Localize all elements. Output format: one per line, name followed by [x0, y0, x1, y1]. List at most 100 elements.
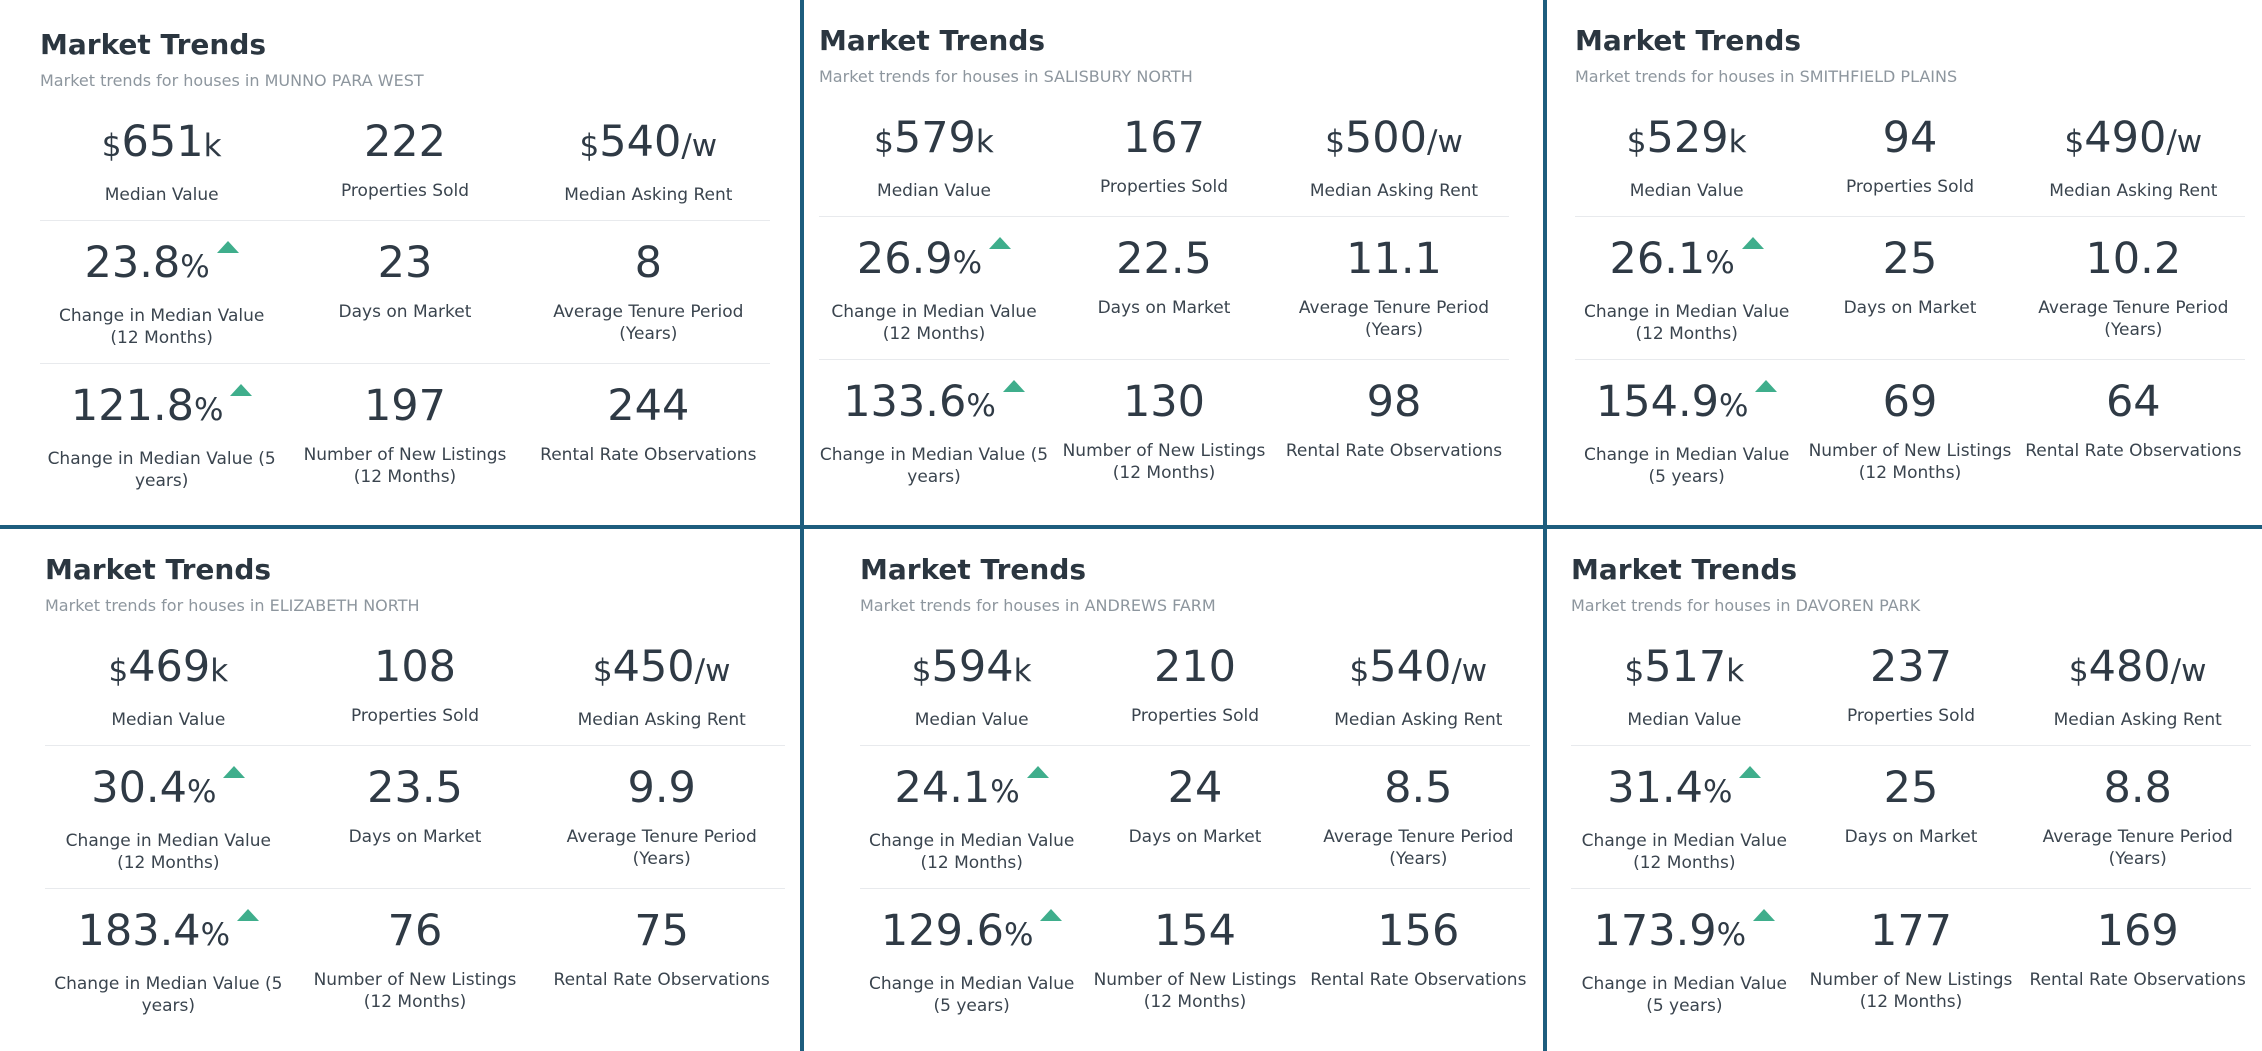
- stat-value: 540: [599, 117, 682, 167]
- stats-row: 26.9% Change in Median Value (12 Months)…: [819, 216, 1509, 359]
- stat-rental-observations: 156 Rental Rate Observations: [1307, 905, 1530, 1017]
- panel-title: Market Trends: [40, 28, 267, 61]
- stat-unit: /w: [1427, 124, 1463, 160]
- market-trends-panel-davoren-park: Market Trends Market trends for houses i…: [1547, 529, 2262, 1051]
- stat-properties-sold: 210 Properties Sold: [1083, 641, 1306, 731]
- stat-label: Number of New Listings (12 Months): [1062, 441, 1266, 483]
- stat-value: 594: [931, 642, 1014, 692]
- stat-days-on-market: 25 Days on Market: [1798, 233, 2021, 345]
- currency-symbol: $: [2068, 653, 2089, 689]
- stat-value: 24.1: [894, 763, 991, 813]
- stat-change-12-months: 24.1% Change in Median Value (12 Months): [860, 762, 1083, 874]
- stat-label: Median Asking Rent: [2049, 181, 2218, 201]
- stat-label: Number of New Listings (12 Months): [313, 970, 517, 1012]
- stat-value: 10.2: [2085, 234, 2182, 284]
- stat-change-12-months: 26.9% Change in Median Value (12 Months): [819, 233, 1049, 345]
- stat-label: Median Value: [914, 710, 1029, 730]
- panel-title: Market Trends: [1575, 24, 1802, 57]
- currency-symbol: $: [108, 653, 129, 689]
- panel-title: Market Trends: [45, 553, 272, 586]
- stat-value: 130: [1122, 377, 1206, 427]
- stat-unit: /w: [2166, 124, 2203, 160]
- stat-label: Change in Median Value (12 Months): [59, 306, 265, 348]
- stat-properties-sold: 108 Properties Sold: [292, 641, 539, 731]
- stat-label: Median Value: [111, 710, 226, 730]
- stats-row: $517k Median Value 237 Properties Sold $…: [1571, 641, 2251, 745]
- stat-value: 450: [612, 642, 695, 692]
- stat-days-on-market: 23 Days on Market: [283, 237, 526, 349]
- stat-value: 579: [893, 113, 976, 163]
- stats-row: $594k Median Value 210 Properties Sold $…: [860, 641, 1530, 745]
- market-trends-panel-smithfield-plains: Market Trends Market trends for houses i…: [1547, 0, 2262, 525]
- stat-label: Change in Median Value (12 Months): [831, 302, 1037, 344]
- stat-value: 75: [634, 906, 690, 956]
- stats-row: 173.9% Change in Median Value (5 years) …: [1571, 888, 2251, 1031]
- stat-unit: %: [966, 388, 996, 424]
- arrow-up-icon: [230, 384, 253, 396]
- stat-unit: k: [1013, 653, 1032, 689]
- stat-unit: k: [1726, 653, 1745, 689]
- stats-row: 23.8% Change in Median Value (12 Months)…: [40, 220, 770, 363]
- stat-label: Average Tenure Period (Years): [553, 302, 744, 344]
- stat-value: 154.9: [1595, 377, 1719, 427]
- stat-new-listings: 177 Number of New Listings (12 Months): [1798, 905, 2025, 1017]
- stat-value: 133.6: [843, 377, 967, 427]
- stat-label: Days on Market: [1844, 827, 1978, 847]
- stat-change-5-years: 173.9% Change in Median Value (5 years): [1571, 905, 1798, 1017]
- stat-label: Rental Rate Observations: [2025, 441, 2242, 461]
- stat-label: Number of New Listings (12 Months): [1093, 970, 1297, 1012]
- stats-row: $529k Median Value 94 Properties Sold $4…: [1575, 112, 2245, 216]
- stat-value: 177: [1869, 906, 1953, 956]
- stat-value: 11.1: [1346, 234, 1442, 284]
- stat-new-listings: 69 Number of New Listings (12 Months): [1798, 376, 2021, 488]
- currency-symbol: $: [1349, 653, 1370, 689]
- stat-label: Median Asking Rent: [1309, 181, 1479, 201]
- stat-label: Properties Sold: [350, 706, 480, 726]
- market-trends-panel-salisbury-north: Market Trends Market trends for houses i…: [804, 0, 1543, 525]
- divider-horizontal: [0, 525, 2262, 529]
- arrow-up-icon: [1026, 766, 1049, 778]
- stats-row: 24.1% Change in Median Value (12 Months)…: [860, 745, 1530, 888]
- stat-value: 22.5: [1116, 234, 1212, 284]
- stat-label: Change in Median Value (5 years): [1581, 974, 1787, 1016]
- panel-title: Market Trends: [860, 553, 1087, 586]
- stat-label: Change in Median Value (12 Months): [1581, 831, 1787, 873]
- stat-value: 167: [1122, 113, 1206, 163]
- stat-label: Median Asking Rent: [577, 710, 746, 730]
- stat-value: 76: [387, 906, 443, 956]
- currency-symbol: $: [101, 128, 122, 164]
- stat-days-on-market: 25 Days on Market: [1798, 762, 2025, 874]
- stat-median-asking-rent: $490/w Median Asking Rent: [2022, 112, 2245, 202]
- stat-label: Days on Market: [1097, 298, 1231, 318]
- stat-label: Days on Market: [1128, 827, 1262, 847]
- currency-symbol: $: [911, 653, 932, 689]
- stat-value: 64: [2105, 377, 2161, 427]
- stat-value: 26.1: [1609, 234, 1706, 284]
- stat-properties-sold: 237 Properties Sold: [1798, 641, 2025, 731]
- stat-label: Number of New Listings (12 Months): [1808, 441, 2012, 483]
- stat-median-asking-rent: $450/w Median Asking Rent: [538, 641, 785, 731]
- currency-symbol: $: [1325, 124, 1345, 160]
- stat-unit: k: [975, 124, 994, 160]
- stat-label: Change in Median Value (5 years): [47, 449, 276, 491]
- stat-median-value: $651k Median Value: [40, 116, 283, 206]
- stat-value: 8.5: [1384, 763, 1453, 813]
- stat-value: 24: [1167, 763, 1223, 813]
- stat-value: 30.4: [91, 763, 187, 813]
- panel-subtitle: Market trends for houses in MUNNO PARA W…: [40, 71, 424, 90]
- stat-value: 237: [1869, 642, 1953, 692]
- stat-label: Median Value: [1627, 710, 1742, 730]
- panel-title: Market Trends: [819, 24, 1046, 57]
- stat-properties-sold: 167 Properties Sold: [1049, 112, 1279, 202]
- arrow-up-icon: [1753, 909, 1776, 921]
- stat-unit: k: [203, 128, 222, 164]
- stat-label: Average Tenure Period (Years): [566, 827, 757, 869]
- stat-average-tenure: 8.5 Average Tenure Period (Years): [1307, 762, 1530, 874]
- stat-value: 490: [2084, 113, 2167, 163]
- stats-grid: $579k Median Value 167 Properties Sold $…: [819, 112, 1509, 502]
- stats-row: 183.4% Change in Median Value (5 years) …: [45, 888, 785, 1031]
- currency-symbol: $: [1626, 124, 1647, 160]
- stat-rental-observations: 75 Rental Rate Observations: [538, 905, 785, 1017]
- stat-label: Average Tenure Period (Years): [1323, 827, 1514, 869]
